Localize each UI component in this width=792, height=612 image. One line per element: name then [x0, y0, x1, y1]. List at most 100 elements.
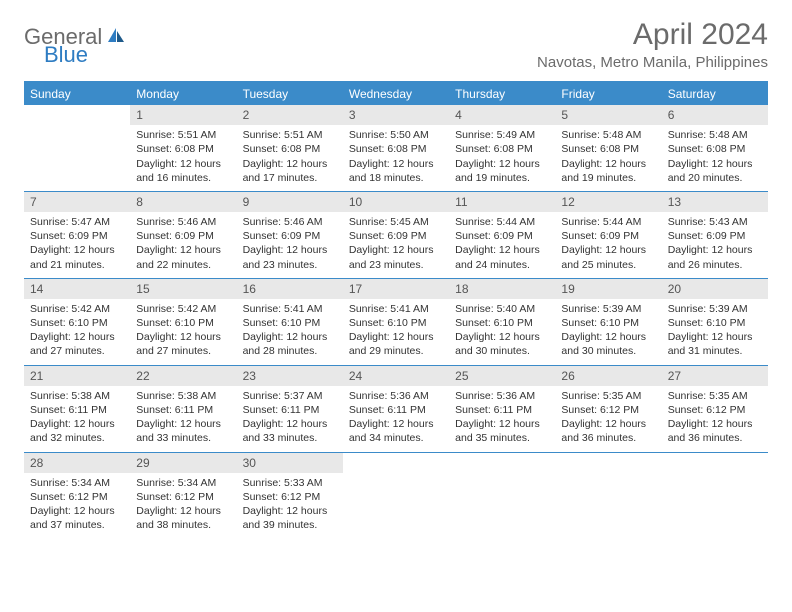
sunset-text: Sunset: 6:11 PM	[136, 403, 230, 417]
dow-header: Monday	[130, 83, 236, 105]
day-number: 14	[24, 279, 130, 299]
sunset-text: Sunset: 6:11 PM	[455, 403, 549, 417]
daylight-text: Daylight: 12 hours and 16 minutes.	[136, 157, 230, 185]
calendar-cell: 26Sunrise: 5:35 AMSunset: 6:12 PMDayligh…	[555, 366, 661, 453]
calendar-cell: 16Sunrise: 5:41 AMSunset: 6:10 PMDayligh…	[237, 279, 343, 366]
sunrise-text: Sunrise: 5:33 AM	[243, 476, 337, 490]
day-number: 9	[237, 192, 343, 212]
daylight-text: Daylight: 12 hours and 18 minutes.	[349, 157, 443, 185]
daylight-text: Daylight: 12 hours and 34 minutes.	[349, 417, 443, 445]
sunrise-text: Sunrise: 5:41 AM	[243, 302, 337, 316]
sunrise-text: Sunrise: 5:51 AM	[136, 128, 230, 142]
calendar-cell: 20Sunrise: 5:39 AMSunset: 6:10 PMDayligh…	[662, 279, 768, 366]
sunrise-text: Sunrise: 5:38 AM	[30, 389, 124, 403]
sunrise-text: Sunrise: 5:51 AM	[243, 128, 337, 142]
day-body: Sunrise: 5:49 AMSunset: 6:08 PMDaylight:…	[449, 125, 555, 191]
sunset-text: Sunset: 6:10 PM	[561, 316, 655, 330]
day-number: 7	[24, 192, 130, 212]
sunset-text: Sunset: 6:11 PM	[30, 403, 124, 417]
calendar-cell: 24Sunrise: 5:36 AMSunset: 6:11 PMDayligh…	[343, 366, 449, 453]
day-number: 24	[343, 366, 449, 386]
day-number: 23	[237, 366, 343, 386]
daylight-text: Daylight: 12 hours and 33 minutes.	[243, 417, 337, 445]
daylight-text: Daylight: 12 hours and 31 minutes.	[668, 330, 762, 358]
dow-header: Saturday	[662, 83, 768, 105]
day-number: 15	[130, 279, 236, 299]
day-body: Sunrise: 5:36 AMSunset: 6:11 PMDaylight:…	[449, 386, 555, 452]
day-number: 26	[555, 366, 661, 386]
daylight-text: Daylight: 12 hours and 19 minutes.	[561, 157, 655, 185]
sunrise-text: Sunrise: 5:42 AM	[30, 302, 124, 316]
daylight-text: Daylight: 12 hours and 28 minutes.	[243, 330, 337, 358]
sunset-text: Sunset: 6:10 PM	[136, 316, 230, 330]
sunrise-text: Sunrise: 5:47 AM	[30, 215, 124, 229]
daylight-text: Daylight: 12 hours and 39 minutes.	[243, 504, 337, 532]
calendar-grid: SundayMondayTuesdayWednesdayThursdayFrid…	[24, 81, 768, 539]
sunset-text: Sunset: 6:09 PM	[455, 229, 549, 243]
calendar-cell: 6Sunrise: 5:48 AMSunset: 6:08 PMDaylight…	[662, 105, 768, 192]
daylight-text: Daylight: 12 hours and 23 minutes.	[243, 243, 337, 271]
day-number: 27	[662, 366, 768, 386]
day-body: Sunrise: 5:34 AMSunset: 6:12 PMDaylight:…	[130, 473, 236, 539]
day-number: 18	[449, 279, 555, 299]
day-body: Sunrise: 5:41 AMSunset: 6:10 PMDaylight:…	[237, 299, 343, 365]
month-title: April 2024	[537, 18, 768, 52]
daylight-text: Daylight: 12 hours and 30 minutes.	[561, 330, 655, 358]
daylight-text: Daylight: 12 hours and 36 minutes.	[668, 417, 762, 445]
day-body: Sunrise: 5:44 AMSunset: 6:09 PMDaylight:…	[449, 212, 555, 278]
day-number: 28	[24, 453, 130, 473]
dow-header: Sunday	[24, 83, 130, 105]
calendar-cell: 17Sunrise: 5:41 AMSunset: 6:10 PMDayligh…	[343, 279, 449, 366]
calendar-cell: 5Sunrise: 5:48 AMSunset: 6:08 PMDaylight…	[555, 105, 661, 192]
daylight-text: Daylight: 12 hours and 26 minutes.	[668, 243, 762, 271]
dow-header: Tuesday	[237, 83, 343, 105]
daylight-text: Daylight: 12 hours and 20 minutes.	[668, 157, 762, 185]
dow-header: Wednesday	[343, 83, 449, 105]
calendar-cell: 29Sunrise: 5:34 AMSunset: 6:12 PMDayligh…	[130, 453, 236, 539]
day-number: 22	[130, 366, 236, 386]
day-number: 1	[130, 105, 236, 125]
day-number: 17	[343, 279, 449, 299]
day-number: 8	[130, 192, 236, 212]
calendar-cell	[343, 453, 449, 539]
sunset-text: Sunset: 6:09 PM	[136, 229, 230, 243]
daylight-text: Daylight: 12 hours and 30 minutes.	[455, 330, 549, 358]
day-body: Sunrise: 5:38 AMSunset: 6:11 PMDaylight:…	[24, 386, 130, 452]
location-text: Navotas, Metro Manila, Philippines	[537, 54, 768, 71]
sunrise-text: Sunrise: 5:50 AM	[349, 128, 443, 142]
sunrise-text: Sunrise: 5:40 AM	[455, 302, 549, 316]
calendar-cell: 23Sunrise: 5:37 AMSunset: 6:11 PMDayligh…	[237, 366, 343, 453]
day-number: 19	[555, 279, 661, 299]
sunrise-text: Sunrise: 5:35 AM	[561, 389, 655, 403]
day-body: Sunrise: 5:38 AMSunset: 6:11 PMDaylight:…	[130, 386, 236, 452]
day-body: Sunrise: 5:39 AMSunset: 6:10 PMDaylight:…	[555, 299, 661, 365]
daylight-text: Daylight: 12 hours and 33 minutes.	[136, 417, 230, 445]
day-number: 2	[237, 105, 343, 125]
sunset-text: Sunset: 6:11 PM	[243, 403, 337, 417]
sunset-text: Sunset: 6:10 PM	[243, 316, 337, 330]
sunset-text: Sunset: 6:12 PM	[30, 490, 124, 504]
sunrise-text: Sunrise: 5:39 AM	[561, 302, 655, 316]
sunrise-text: Sunrise: 5:48 AM	[561, 128, 655, 142]
calendar-cell: 18Sunrise: 5:40 AMSunset: 6:10 PMDayligh…	[449, 279, 555, 366]
day-body: Sunrise: 5:44 AMSunset: 6:09 PMDaylight:…	[555, 212, 661, 278]
calendar-cell: 10Sunrise: 5:45 AMSunset: 6:09 PMDayligh…	[343, 192, 449, 279]
day-body: Sunrise: 5:46 AMSunset: 6:09 PMDaylight:…	[130, 212, 236, 278]
daylight-text: Daylight: 12 hours and 32 minutes.	[30, 417, 124, 445]
calendar-cell: 7Sunrise: 5:47 AMSunset: 6:09 PMDaylight…	[24, 192, 130, 279]
day-body: Sunrise: 5:42 AMSunset: 6:10 PMDaylight:…	[130, 299, 236, 365]
calendar-cell: 2Sunrise: 5:51 AMSunset: 6:08 PMDaylight…	[237, 105, 343, 192]
daylight-text: Daylight: 12 hours and 21 minutes.	[30, 243, 124, 271]
sunset-text: Sunset: 6:10 PM	[668, 316, 762, 330]
daylight-text: Daylight: 12 hours and 27 minutes.	[30, 330, 124, 358]
sunrise-text: Sunrise: 5:36 AM	[455, 389, 549, 403]
title-block: April 2024 Navotas, Metro Manila, Philip…	[537, 18, 768, 71]
sunset-text: Sunset: 6:09 PM	[668, 229, 762, 243]
day-number: 16	[237, 279, 343, 299]
sunset-text: Sunset: 6:08 PM	[455, 142, 549, 156]
day-number: 30	[237, 453, 343, 473]
calendar-cell: 28Sunrise: 5:34 AMSunset: 6:12 PMDayligh…	[24, 453, 130, 539]
sunset-text: Sunset: 6:11 PM	[349, 403, 443, 417]
sunset-text: Sunset: 6:08 PM	[349, 142, 443, 156]
day-number: 3	[343, 105, 449, 125]
